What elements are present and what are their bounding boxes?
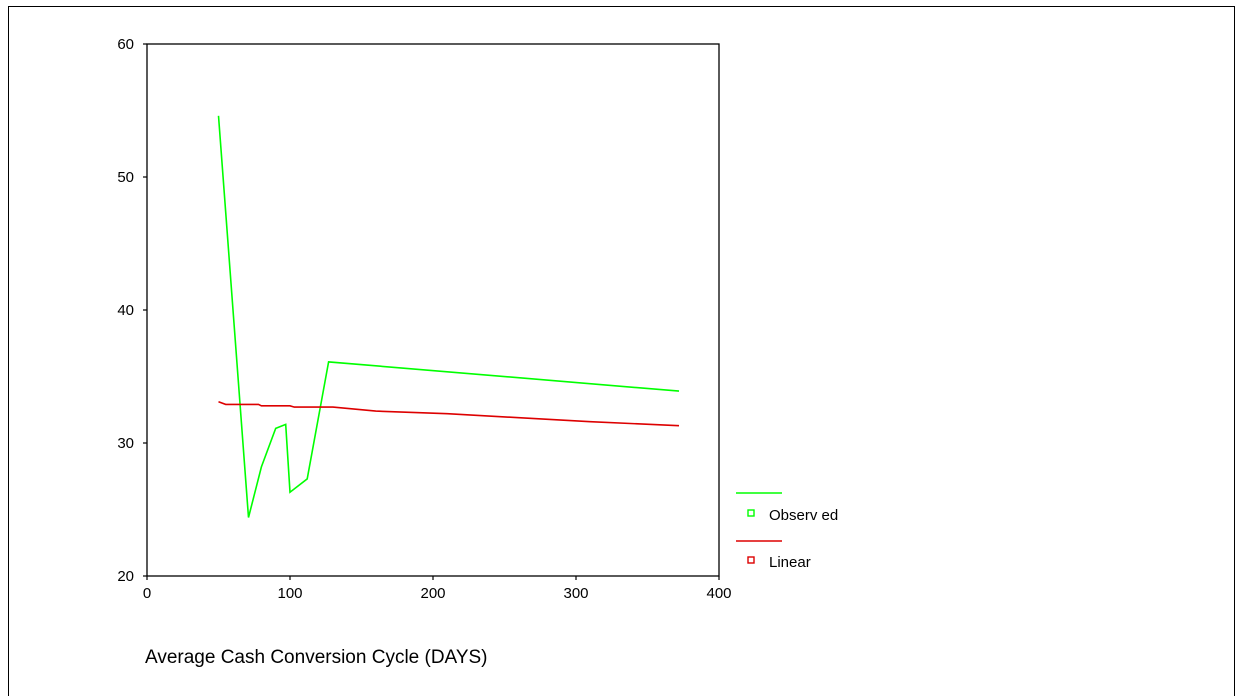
series-layer	[217, 115, 680, 518]
legend-marker-0	[747, 509, 755, 517]
x-tick-label: 0	[143, 585, 151, 602]
legend: Observ ed Linear	[736, 492, 838, 571]
legend-label-1: Linear	[769, 554, 811, 571]
x-tick-label: 100	[277, 585, 302, 602]
y-tick-label: 60	[117, 36, 134, 53]
series-line-0	[217, 115, 680, 518]
legend-marker-1	[747, 556, 755, 564]
y-tick-label: 40	[117, 302, 134, 319]
series-line-1	[218, 401, 680, 427]
x-tick-label: 300	[563, 585, 588, 602]
x-tick-label: 200	[420, 585, 445, 602]
y-tick-label: 20	[117, 568, 134, 585]
axes: 20 30 40 50 60 0 100 200 300 400	[117, 36, 731, 602]
y-tick-label: 50	[117, 169, 134, 186]
chart-frame	[8, 6, 1235, 696]
legend-label-0: Observ ed	[769, 507, 838, 524]
x-tick-label: 400	[706, 585, 731, 602]
y-tick-label: 30	[117, 435, 134, 452]
x-axis-label: Average Cash Conversion Cycle (DAYS)	[145, 647, 488, 668]
